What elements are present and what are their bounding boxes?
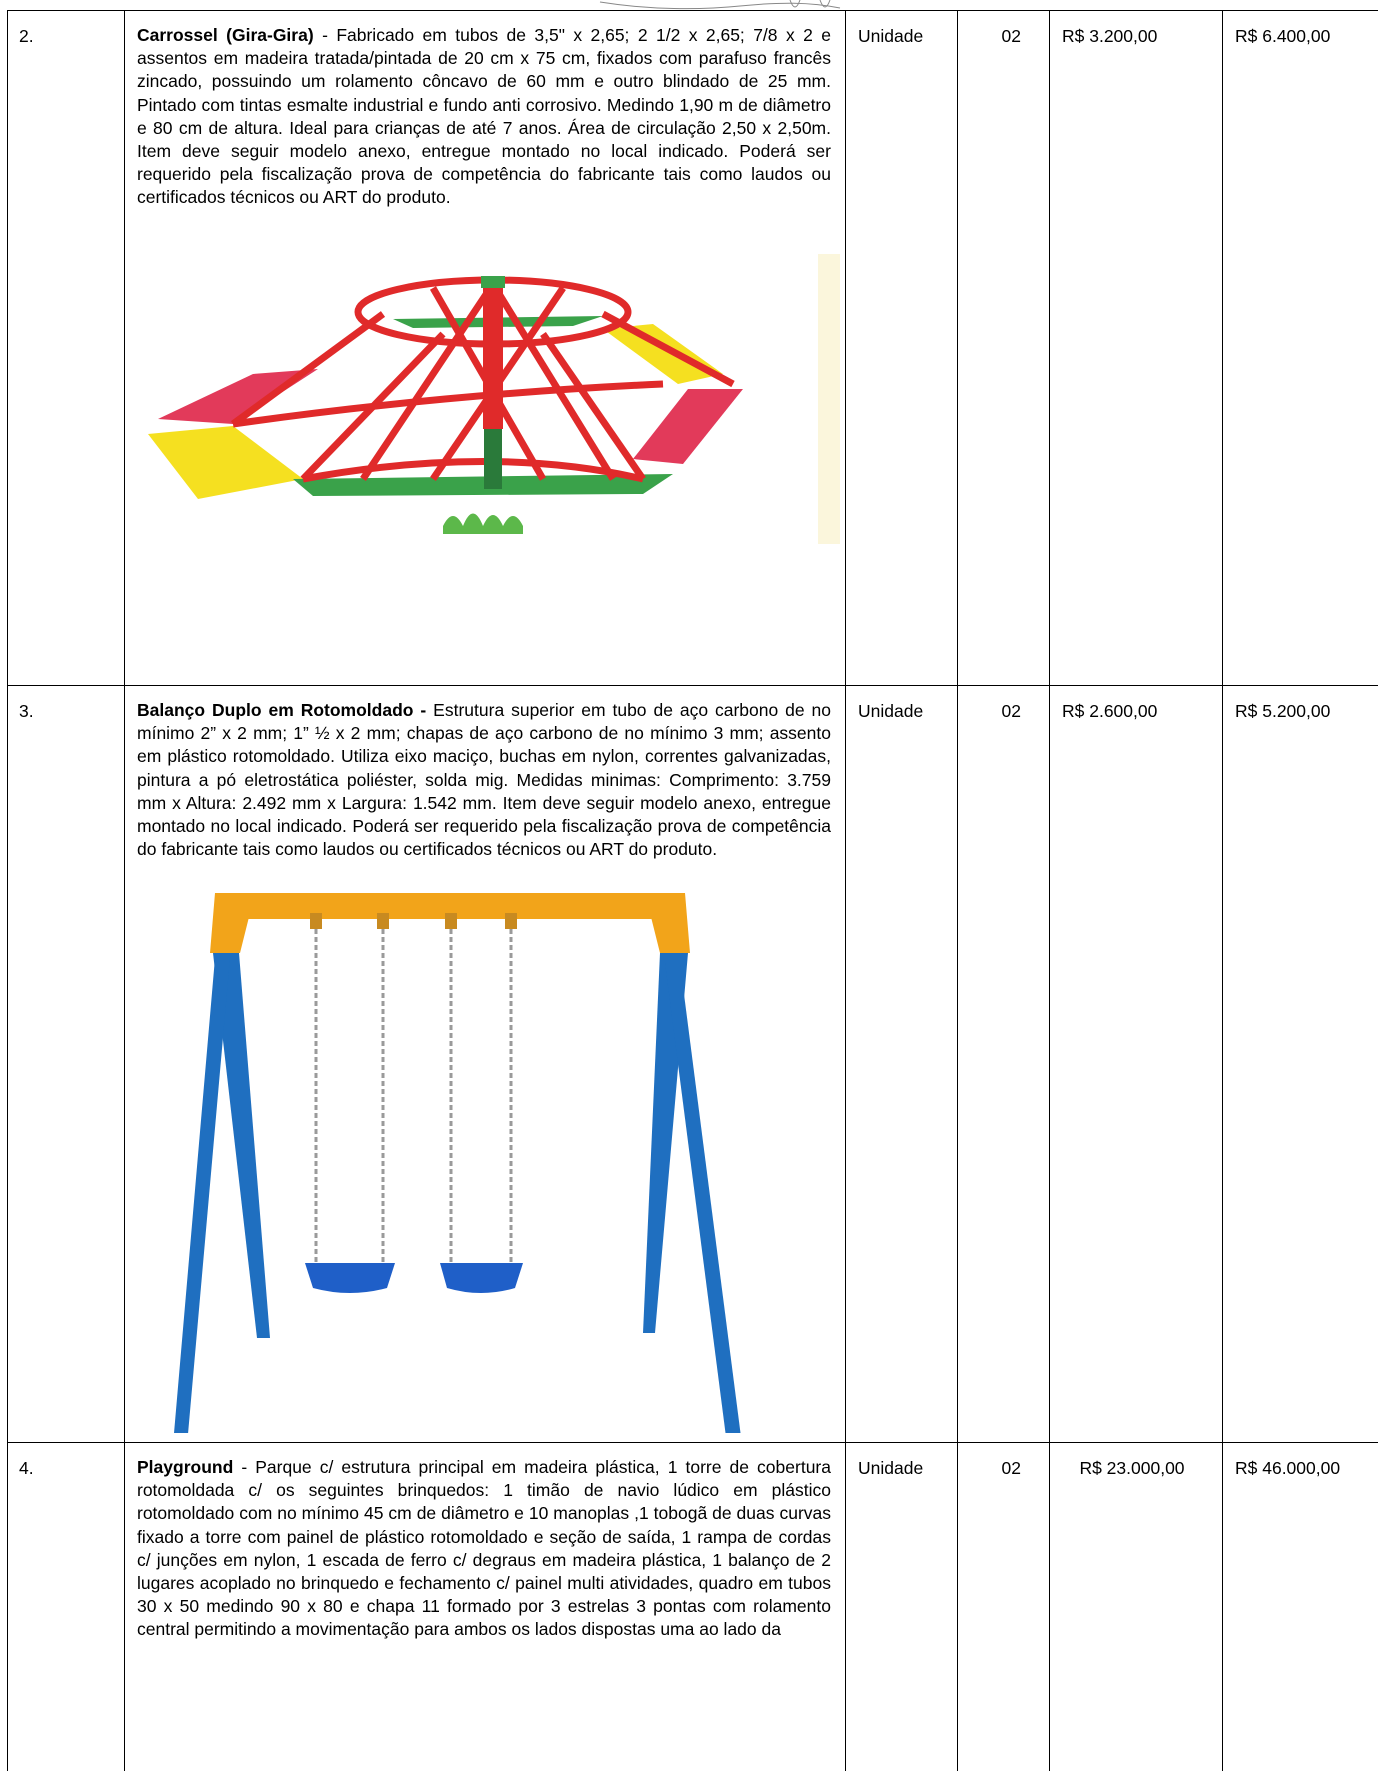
signature-scribble xyxy=(599,0,841,10)
quantity-value: 02 xyxy=(1001,26,1021,46)
double-swing-image xyxy=(155,883,845,1434)
unit-label: Unidade xyxy=(858,26,924,46)
total-cell: R$ 6.400,00 xyxy=(1222,10,1378,686)
unit-price-cell: R$ 3.200,00 xyxy=(1049,10,1223,686)
item-description-cell: Balanço Duplo em Rotomoldado - Estrutura… xyxy=(124,685,846,1443)
item-title: Balanço Duplo em Rotomoldado - xyxy=(137,700,427,720)
items-table: 2. Carrossel (Gira-Gira) - Fabricado em … xyxy=(7,10,1378,1771)
quantity-value: 02 xyxy=(1001,701,1021,721)
unit-label: Unidade xyxy=(858,1458,924,1478)
total-cell: R$ 46.000,00 xyxy=(1222,1442,1378,1771)
unit-price-value: R$ 3.200,00 xyxy=(1062,26,1158,46)
item-title: Playground xyxy=(137,1457,234,1477)
title-separator: - xyxy=(313,25,337,45)
table-row: 2. Carrossel (Gira-Gira) - Fabricado em … xyxy=(7,10,1378,686)
unit-price-cell: R$ 2.600,00 xyxy=(1049,685,1223,1443)
title-separator: - xyxy=(233,1457,256,1477)
carousel-image xyxy=(143,253,845,544)
quantity-cell: 02 xyxy=(957,1442,1050,1771)
total-cell: R$ 5.200,00 xyxy=(1222,685,1378,1443)
item-description-cell: Carrossel (Gira-Gira) - Fabricado em tub… xyxy=(124,10,846,686)
unit-cell: Unidade xyxy=(845,10,958,686)
item-number: 2. xyxy=(19,26,34,46)
item-body: Fabricado em tubos de 3,5" x 2,65; 2 1/2… xyxy=(137,25,831,208)
quantity-cell: 02 xyxy=(957,685,1050,1443)
item-number: 3. xyxy=(19,701,34,721)
item-description: Carrossel (Gira-Gira) - Fabricado em tub… xyxy=(125,11,845,210)
item-body: Parque c/ estrutura principal em madeira… xyxy=(137,1457,831,1640)
item-number-cell: 4. xyxy=(7,1442,125,1771)
quantity-cell: 02 xyxy=(957,10,1050,686)
table-row: 4. Playground - Parque c/ estrutura prin… xyxy=(7,1442,1378,1771)
unit-price-cell: R$ 23.000,00 xyxy=(1049,1442,1223,1771)
item-description-cell: Playground - Parque c/ estrutura princip… xyxy=(124,1442,846,1771)
quantity-value: 02 xyxy=(1001,1458,1021,1478)
table-row: 3. Balanço Duplo em Rotomoldado - Estrut… xyxy=(7,685,1378,1443)
item-body: Estrutura superior em tubo de aço carbon… xyxy=(137,700,832,860)
total-value: R$ 5.200,00 xyxy=(1235,701,1331,721)
item-number-cell: 3. xyxy=(7,685,125,1443)
item-description: Balanço Duplo em Rotomoldado - Estrutura… xyxy=(125,686,845,861)
item-title: Carrossel (Gira-Gira) xyxy=(137,25,314,45)
item-number: 4. xyxy=(19,1458,34,1478)
total-value: R$ 46.000,00 xyxy=(1235,1458,1341,1478)
unit-cell: Unidade xyxy=(845,1442,958,1771)
item-number-cell: 2. xyxy=(7,10,125,686)
unit-price-value: R$ 2.600,00 xyxy=(1062,701,1158,721)
unit-price-value: R$ 23.000,00 xyxy=(1079,1458,1185,1478)
unit-label: Unidade xyxy=(858,701,924,721)
unit-cell: Unidade xyxy=(845,685,958,1443)
item-description: Playground - Parque c/ estrutura princip… xyxy=(125,1443,845,1642)
total-value: R$ 6.400,00 xyxy=(1235,26,1331,46)
